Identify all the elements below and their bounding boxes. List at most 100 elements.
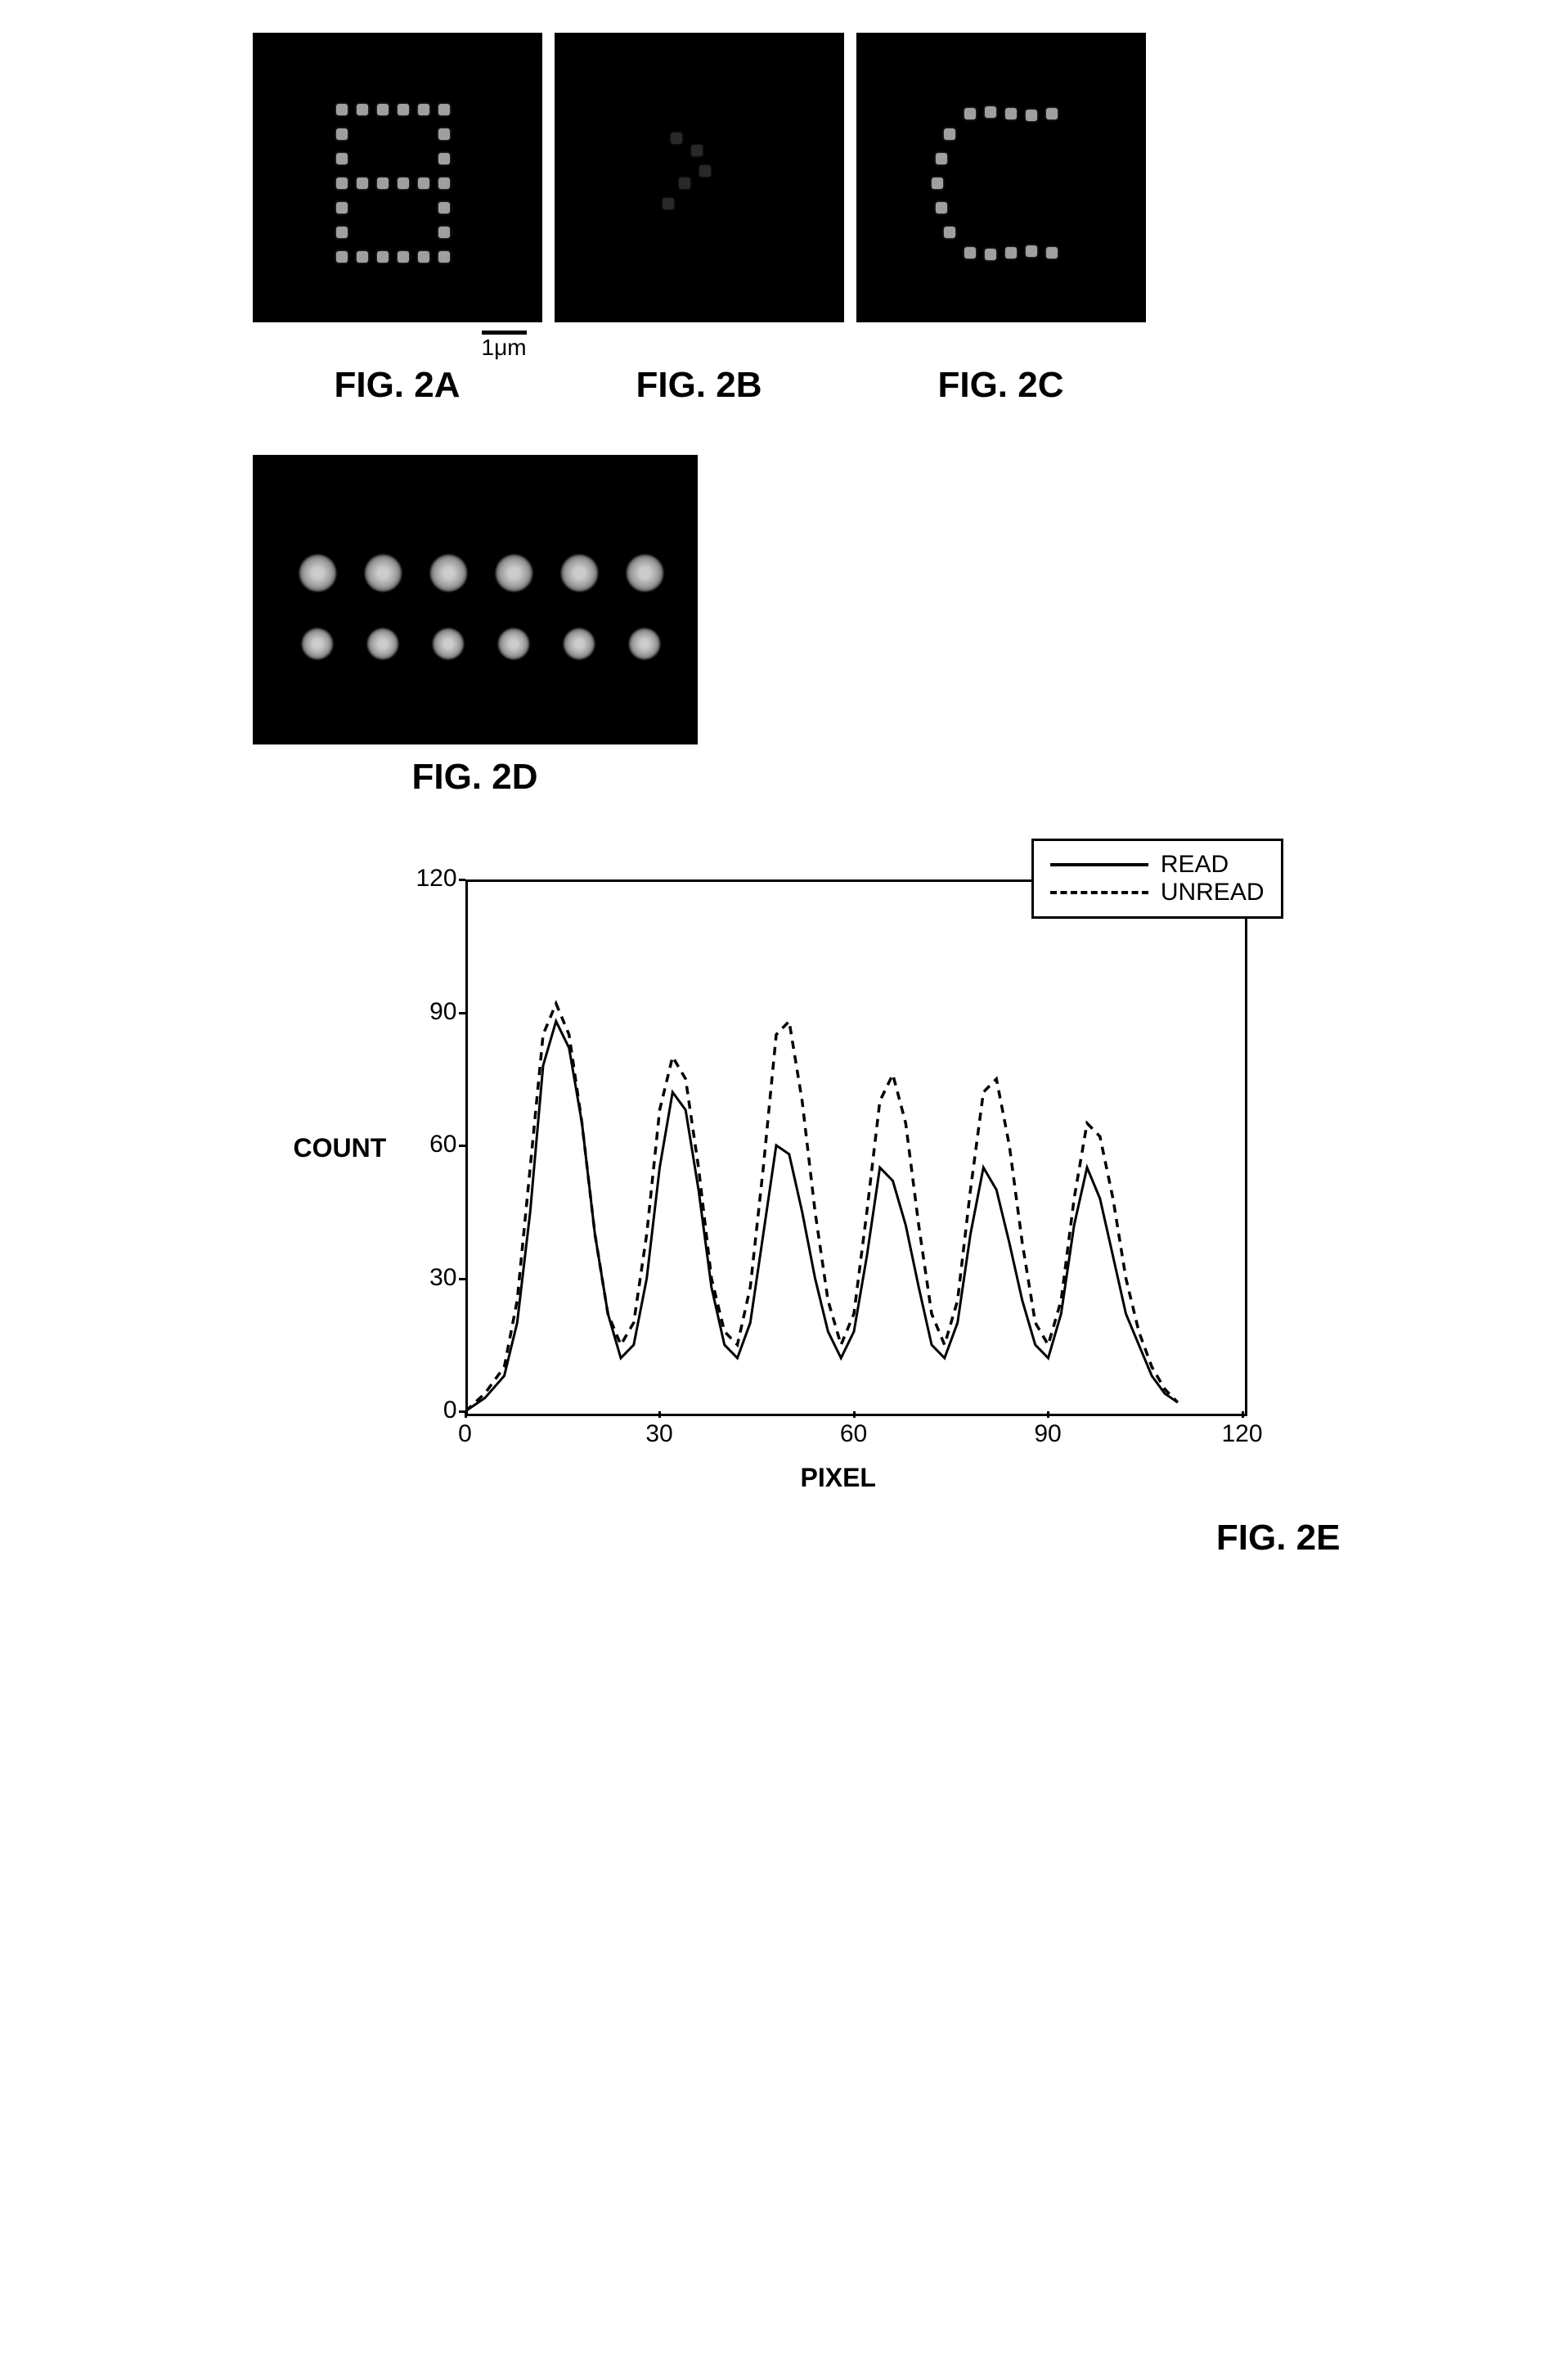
fluorescent-dot [438,202,450,214]
fluorescent-dot [1046,247,1058,259]
fluorescent-blob [302,628,333,659]
fluorescent-dot [944,128,955,140]
fluorescent-dot-dim [663,198,674,209]
x-tick-label: 30 [639,1420,680,1448]
caption-2c: FIG. 2C [856,365,1146,406]
fluorescent-dot [336,104,348,115]
panel-2c [856,33,1146,322]
fluorescent-dot [398,251,409,263]
fluorescent-blob [629,628,660,659]
fluorescent-dot [377,251,389,263]
fluorescent-dot [336,227,348,238]
fluorescent-dot [438,251,450,263]
scale-bar-label: 1μm [482,335,1316,361]
caption-2d: FIG. 2D [253,757,698,798]
fluorescent-blob [496,555,532,592]
figure-container: 1μm FIG. 2A FIG. 2B FIG. 2C FIG. 2D READ… [253,33,1316,1485]
fluorescent-dot [418,251,429,263]
fluorescent-blob [365,555,402,592]
x-tick-mark [1242,1411,1244,1418]
fluorescent-dot [438,104,450,115]
fluorescent-dot [1005,108,1017,119]
fluorescent-dot [1005,247,1017,259]
fluorescent-dot-dim [699,165,711,177]
fluorescent-dot-dim [691,145,703,156]
x-tick-label: 0 [445,1420,486,1448]
fluorescent-dot [932,178,943,189]
chart-lines-svg [465,879,1242,1411]
fluorescent-dot [1026,245,1037,257]
y-tick-label: 90 [416,998,457,1026]
x-tick-mark [658,1411,661,1418]
x-tick-label: 60 [833,1420,874,1448]
legend-read-line-icon [1050,863,1148,866]
chart-section: READ UNREAD COUNT PIXEL 0306090120 03060… [253,863,1316,1485]
fluorescent-blob [498,628,529,659]
fluorescent-dot [418,104,429,115]
chart-area: COUNT PIXEL 0306090120 0306090120 FIG. 2… [400,863,1300,1485]
fluorescent-dot [438,153,450,164]
fluorescent-dot [336,153,348,164]
y-tick-mark [459,879,465,881]
second-row: FIG. 2D [253,455,1316,798]
y-tick-label: 60 [416,1131,457,1158]
caption-2e: FIG. 2E [1216,1518,1341,1559]
y-tick-label: 120 [416,865,457,893]
fluorescent-dot [418,178,429,189]
y-tick-label: 30 [416,1264,457,1292]
fluorescent-dot [336,178,348,189]
fluorescent-dot [936,202,947,214]
fluorescent-dot [438,128,450,140]
chart-x-label: PIXEL [801,1463,876,1493]
fluorescent-dot [377,104,389,115]
chart-legend: READ UNREAD [1031,839,1283,919]
fluorescent-dot [398,104,409,115]
fluorescent-blob [367,628,398,659]
legend-unread: UNREAD [1050,879,1265,906]
fluorescent-blob [564,628,595,659]
fluorescent-dot [438,227,450,238]
x-tick-mark [1047,1411,1049,1418]
fluorescent-dot [1046,108,1058,119]
y-tick-mark [459,1012,465,1014]
legend-read: READ [1050,851,1265,879]
top-panel-row [253,33,1316,322]
fluorescent-blob [561,555,598,592]
fluorescent-dot [944,227,955,238]
fluorescent-blob [627,555,663,592]
fluorescent-dot [336,128,348,140]
y-tick-mark [459,1278,465,1280]
legend-unread-label: UNREAD [1161,879,1265,906]
x-tick-mark [853,1411,856,1418]
panel-2a [253,33,542,322]
fluorescent-dot [1026,110,1037,121]
fluorescent-blob [433,628,464,659]
panel-2d [253,455,698,744]
fluorescent-blob [430,555,467,592]
x-tick-label: 90 [1027,1420,1068,1448]
fluorescent-dot [985,106,996,118]
caption-row-abc: FIG. 2A FIG. 2B FIG. 2C [253,365,1316,406]
chart-y-label: COUNT [294,1133,387,1163]
fluorescent-dot [398,178,409,189]
chart-line-read [465,1021,1178,1411]
caption-2b: FIG. 2B [555,365,844,406]
legend-unread-line-icon [1050,891,1148,894]
x-tick-mark [465,1411,467,1418]
fluorescent-blob [299,555,336,592]
legend-read-label: READ [1161,851,1229,879]
fluorescent-dot [357,104,368,115]
fluorescent-dot [964,247,976,259]
scale-bar: 1μm [253,331,1316,361]
fluorescent-dot [936,153,947,164]
panel-2b [555,33,844,322]
fluorescent-dot [985,249,996,260]
fluorescent-dot [336,251,348,263]
fluorescent-dot [357,251,368,263]
fluorescent-dot-dim [679,178,690,189]
fluorescent-dot [377,178,389,189]
fluorescent-dot [336,202,348,214]
fluorescent-dot [438,178,450,189]
y-tick-mark [459,1145,465,1147]
fluorescent-dot-dim [671,133,682,144]
